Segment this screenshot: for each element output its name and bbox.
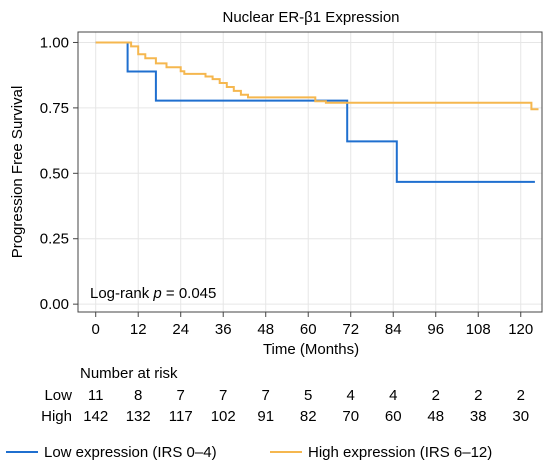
x-axis: 0 12 24 36 48 60 72 84 96 108 120 [92, 312, 533, 338]
x-tick-label-2: 24 [172, 321, 189, 338]
log-rank-value: = 0.045 [162, 285, 217, 302]
risk-value-1-1: 132 [126, 408, 151, 425]
risk-value-1-3: 102 [211, 408, 236, 425]
risk-table: Low 11 8 7 7 7 5 4 4 2 2 2 High 142 132 117 102 91 82 70 60 4… [41, 387, 529, 425]
risk-value-0-7: 4 [389, 387, 397, 404]
grid [78, 32, 542, 312]
risk-value-1-0: 142 [83, 408, 108, 425]
risk-row-label-1: High [41, 408, 72, 425]
legend-label-1: High expression (IRS 6–12) [308, 444, 492, 461]
risk-value-0-2: 7 [177, 387, 185, 404]
series-line-1 [95, 41, 539, 111]
x-tick-label-0: 0 [92, 321, 100, 338]
risk-value-0-4: 7 [262, 387, 270, 404]
x-tick-label-5: 60 [300, 321, 317, 338]
series-line-0 [95, 41, 535, 183]
y-tick-label-0: 0.00 [40, 296, 69, 313]
x-tick-label-6: 72 [342, 321, 359, 338]
y-axis-label: Progression Free Survival [9, 86, 26, 259]
x-tick-label-7: 84 [385, 321, 402, 338]
legend-label-0: Low expression (IRS 0–4) [44, 444, 217, 461]
risk-value-0-6: 4 [347, 387, 355, 404]
plot-frame [77, 31, 543, 313]
x-tick-label-10: 120 [508, 321, 533, 338]
risk-table-title: Number at risk [80, 365, 178, 382]
risk-value-1-2: 117 [169, 408, 193, 425]
risk-value-0-3: 7 [219, 387, 227, 404]
risk-value-0-8: 2 [432, 387, 440, 404]
x-tick-label-4: 48 [257, 321, 274, 338]
log-rank-annotation: Log-rank p = 0.045 [90, 285, 216, 302]
x-tick-label-3: 36 [215, 321, 232, 338]
risk-value-0-9: 2 [474, 387, 482, 404]
risk-value-1-9: 38 [470, 408, 487, 425]
survival-curves [95, 41, 539, 183]
y-axis: 0.00 0.25 0.50 0.75 1.00 [40, 34, 78, 313]
log-rank-prefix: Log-rank [90, 285, 153, 302]
risk-value-1-6: 70 [342, 408, 359, 425]
risk-value-1-4: 91 [257, 408, 274, 425]
x-tick-label-9: 108 [466, 321, 491, 338]
risk-value-0-5: 5 [304, 387, 312, 404]
risk-value-0-1: 8 [134, 387, 142, 404]
risk-value-0-0: 11 [88, 387, 104, 404]
y-tick-label-3: 0.75 [40, 100, 69, 117]
legend: Low expression (IRS 0–4) High expression … [6, 444, 492, 461]
x-tick-label-8: 96 [427, 321, 444, 338]
y-tick-label-2: 0.50 [40, 165, 69, 182]
risk-value-1-10: 30 [512, 408, 529, 425]
risk-value-0-10: 2 [517, 387, 525, 404]
x-tick-label-1: 12 [130, 321, 147, 338]
risk-value-1-7: 60 [385, 408, 402, 425]
risk-value-1-5: 82 [300, 408, 317, 425]
y-tick-label-4: 1.00 [40, 34, 69, 51]
y-tick-label-1: 0.25 [40, 231, 69, 248]
risk-row-label-0: Low [44, 387, 72, 404]
log-rank-p: p [152, 285, 161, 302]
chart-title: Nuclear ER-β1 Expression [222, 9, 399, 26]
risk-value-1-8: 48 [427, 408, 444, 425]
x-axis-label: Time (Months) [263, 341, 359, 358]
